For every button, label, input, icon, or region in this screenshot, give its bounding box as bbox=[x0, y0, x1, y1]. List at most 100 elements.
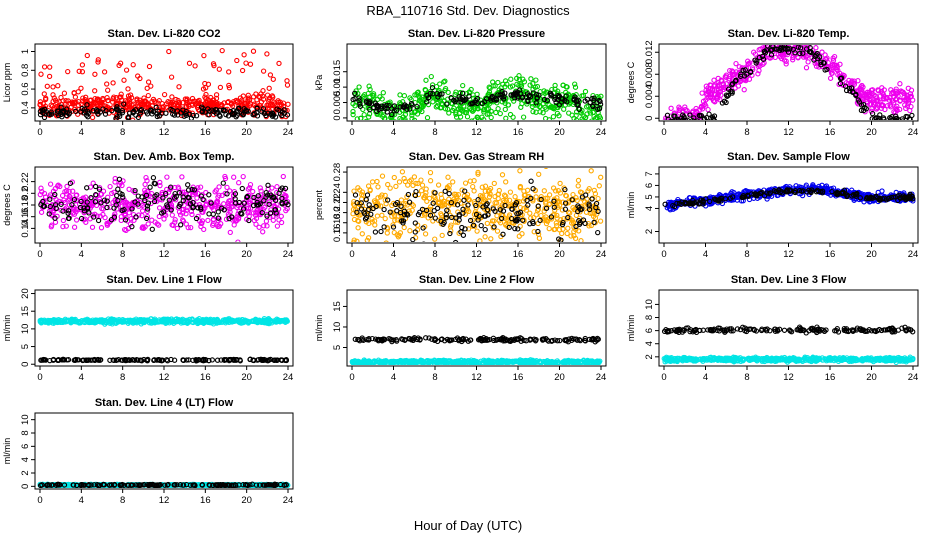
data-point bbox=[191, 187, 198, 193]
data-point bbox=[355, 218, 361, 224]
data-point bbox=[452, 239, 459, 242]
data-point bbox=[432, 190, 438, 196]
data-point bbox=[572, 81, 578, 87]
data-point bbox=[231, 222, 237, 228]
x-tick-label: 12 bbox=[471, 127, 482, 138]
data-point bbox=[484, 111, 490, 117]
data-point bbox=[502, 106, 508, 113]
x-tick-label: 12 bbox=[159, 127, 170, 138]
data-point bbox=[445, 106, 451, 112]
data-point bbox=[448, 222, 454, 228]
data-point bbox=[528, 178, 534, 184]
data-point bbox=[42, 194, 49, 200]
data-point bbox=[356, 84, 362, 90]
data-point bbox=[803, 46, 810, 52]
data-point bbox=[498, 215, 505, 222]
data-point bbox=[580, 92, 587, 99]
data-point bbox=[473, 97, 479, 104]
data-point bbox=[361, 243, 365, 247]
data-point bbox=[156, 205, 163, 211]
data-point bbox=[715, 95, 721, 101]
data-point bbox=[439, 232, 445, 239]
data-point bbox=[112, 211, 118, 217]
data-point bbox=[378, 228, 384, 235]
data-point bbox=[869, 110, 876, 117]
data-point bbox=[469, 223, 476, 229]
data-point bbox=[533, 109, 539, 115]
data-point bbox=[246, 217, 252, 224]
data-point bbox=[442, 106, 449, 112]
data-point bbox=[280, 100, 287, 106]
data-point bbox=[411, 174, 418, 180]
y-tick-label: 0 bbox=[644, 116, 655, 121]
data-point bbox=[596, 113, 603, 119]
data-point bbox=[130, 117, 136, 120]
data-point bbox=[201, 52, 207, 59]
data-point bbox=[149, 217, 155, 223]
data-point bbox=[888, 87, 894, 93]
data-point bbox=[817, 54, 823, 60]
data-point bbox=[245, 98, 251, 105]
data-point bbox=[461, 97, 467, 104]
data-point bbox=[374, 111, 380, 117]
data-point bbox=[741, 87, 747, 93]
data-point bbox=[178, 317, 185, 323]
data-point bbox=[440, 200, 446, 206]
data-point bbox=[891, 194, 897, 200]
data-point bbox=[514, 75, 520, 82]
data-point bbox=[534, 95, 540, 102]
data-point bbox=[114, 192, 120, 199]
series-reference bbox=[350, 84, 604, 118]
data-point bbox=[384, 124, 388, 128]
data-point bbox=[197, 184, 204, 190]
data-point bbox=[493, 200, 500, 206]
data-point bbox=[410, 182, 416, 189]
y-axis-label: percent bbox=[314, 189, 324, 220]
data-point bbox=[863, 196, 870, 202]
data-point bbox=[759, 40, 763, 44]
data-point bbox=[169, 94, 175, 100]
data-point bbox=[535, 231, 542, 237]
data-point bbox=[410, 202, 417, 209]
data-point bbox=[744, 73, 750, 80]
data-point bbox=[100, 211, 106, 218]
data-point bbox=[574, 197, 580, 204]
data-point bbox=[186, 60, 193, 66]
data-point bbox=[508, 92, 514, 98]
data-point bbox=[454, 195, 460, 202]
data-point bbox=[58, 201, 64, 207]
data-point bbox=[446, 196, 452, 202]
data-point bbox=[722, 196, 729, 202]
panel-ambbox: Stan. Dev. Amb. Box Temp.0 4 8 12 16 20 240.14… bbox=[2, 151, 294, 260]
data-point bbox=[692, 110, 698, 117]
data-point bbox=[203, 91, 209, 98]
data-point bbox=[468, 101, 474, 107]
x-tick-label: 20 bbox=[866, 249, 877, 260]
data-point bbox=[869, 96, 875, 102]
x-tick-label: 16 bbox=[513, 127, 524, 138]
data-point bbox=[729, 189, 735, 195]
data-point bbox=[443, 215, 449, 221]
data-point bbox=[128, 216, 134, 222]
data-point bbox=[540, 110, 546, 116]
data-point bbox=[143, 215, 150, 222]
data-point bbox=[199, 108, 206, 114]
data-point bbox=[505, 102, 511, 108]
data-point bbox=[238, 110, 245, 116]
data-point bbox=[72, 357, 78, 363]
data-point bbox=[415, 211, 422, 218]
data-point bbox=[52, 215, 58, 221]
y-axis-label: kPa bbox=[314, 75, 324, 91]
data-point bbox=[257, 185, 263, 191]
data-point bbox=[89, 114, 96, 120]
data-point bbox=[596, 183, 602, 189]
series-reference bbox=[38, 175, 291, 232]
data-point bbox=[160, 195, 166, 201]
data-point bbox=[735, 83, 742, 89]
data-point bbox=[448, 228, 454, 234]
data-point bbox=[528, 195, 534, 201]
data-point bbox=[120, 194, 126, 200]
data-point bbox=[564, 230, 570, 237]
data-point bbox=[215, 217, 221, 224]
data-point bbox=[272, 207, 278, 213]
